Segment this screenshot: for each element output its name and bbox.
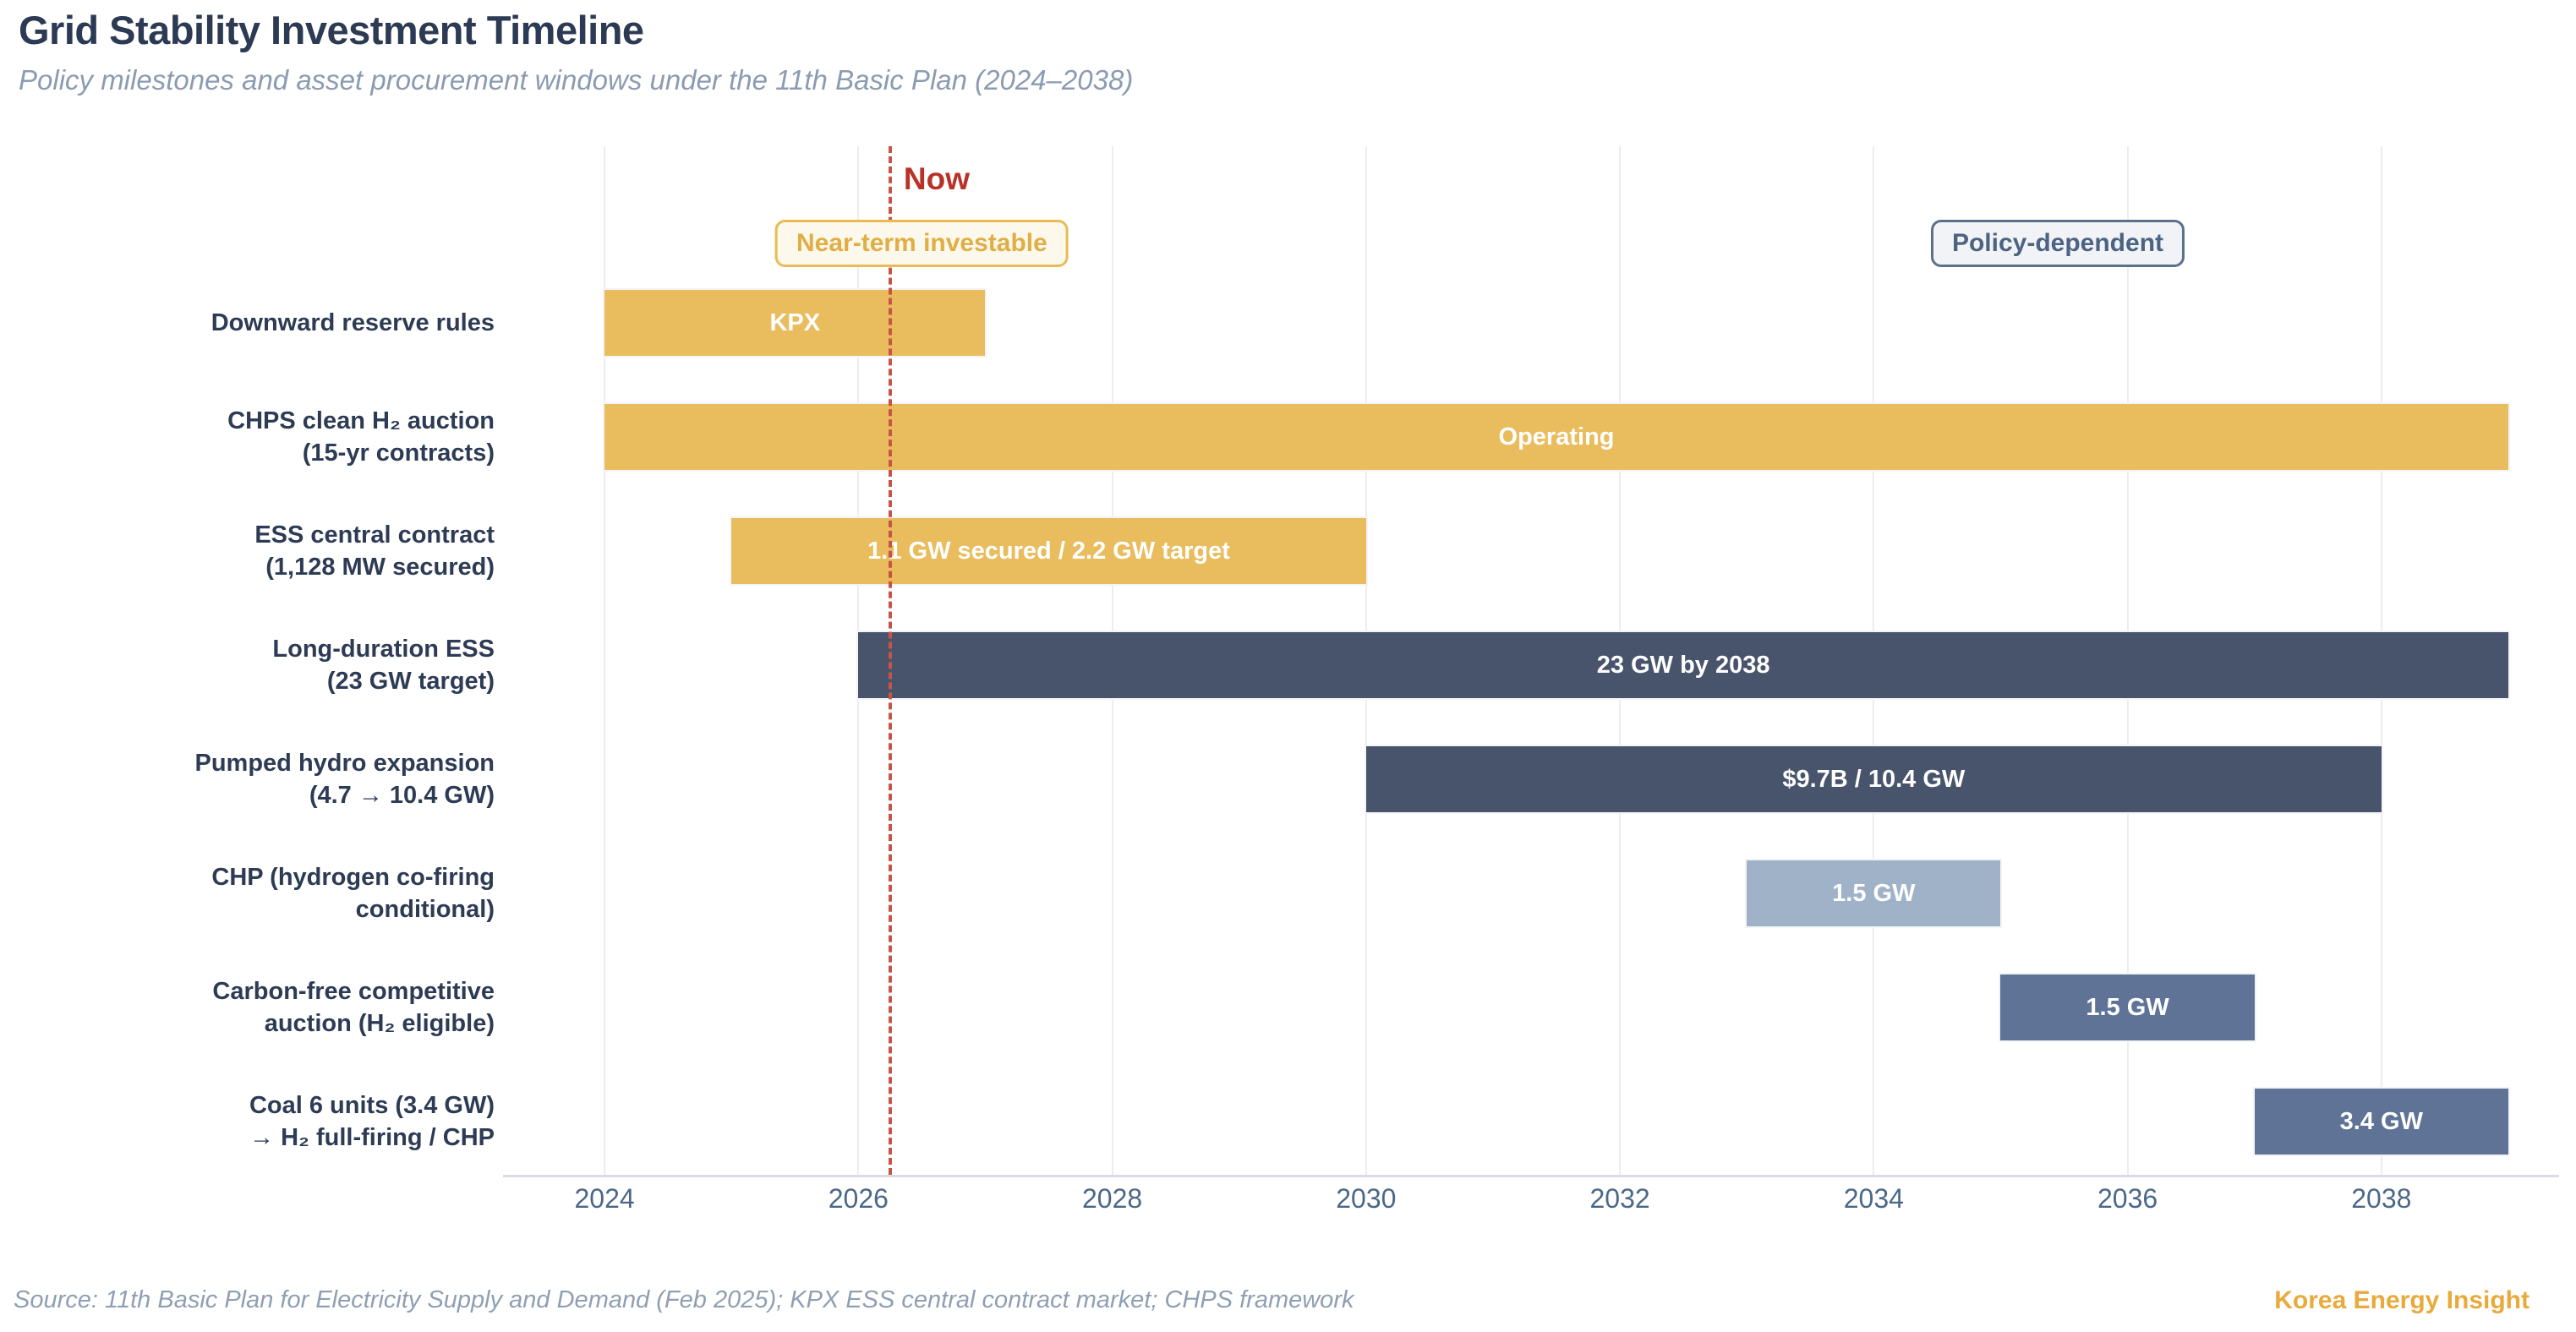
page-subtitle: Policy milestones and asset procurement … [19, 64, 1134, 96]
task-label: ESS central contract (1,128 MW secured) [254, 521, 495, 581]
task-label: Downward reserve rules [211, 309, 495, 336]
x-tick-label: 2038 [2351, 1183, 2412, 1214]
bar-value-label: $9.7B / 10.4 GW [1782, 765, 1966, 793]
x-tick-label: 2030 [1336, 1183, 1397, 1214]
group-badge-slate: Policy-dependent [1930, 220, 2185, 267]
now-label: Now [903, 161, 970, 196]
year-gridline [604, 146, 606, 1175]
x-tick-label: 2032 [1589, 1183, 1650, 1214]
now-marker-line [888, 146, 892, 1175]
bar-value-label: KPX [769, 308, 821, 336]
task-label: Pumped hydro expansion (4.7 → 10.4 GW) [194, 750, 495, 809]
task-bar: Operating [604, 404, 2508, 470]
task-label: CHP (hydrogen co-firing conditional) [211, 864, 495, 923]
x-tick-label: 2028 [1081, 1183, 1143, 1214]
group-badge-gold: Near-term investable [775, 220, 1069, 267]
task-bar: $9.7B / 10.4 GW [1365, 746, 2382, 812]
task-label: Long-duration ESS (23 GW target) [272, 636, 495, 695]
bar-value-label: 23 GW by 2038 [1596, 651, 1770, 679]
task-bar: 1.5 GW [1747, 860, 2001, 926]
task-bar: KPX [604, 290, 986, 356]
x-tick-label: 2024 [574, 1183, 635, 1214]
task-bar: 1.5 GW [2000, 974, 2255, 1040]
task-bar: 1.1 GW secured / 2.2 GW target [731, 518, 1366, 584]
bar-value-label: 1.1 GW secured / 2.2 GW target [867, 537, 1230, 565]
task-bar: 23 GW by 2038 [858, 632, 2508, 698]
bar-value-label: Operating [1498, 423, 1615, 450]
brand-label: Korea Energy Insight [2274, 1286, 2530, 1314]
x-axis-line [503, 1175, 2559, 1177]
bar-value-label: 1.5 GW [1832, 879, 1916, 907]
x-tick-label: 2036 [2097, 1183, 2158, 1214]
x-tick-label: 2034 [1843, 1183, 1904, 1214]
task-label: CHPS clean H₂ auction (15-yr contracts) [227, 407, 495, 467]
task-label: Coal 6 units (3.4 GW) → H₂ full-firing / … [249, 1092, 495, 1151]
bar-value-label: 3.4 GW [2339, 1107, 2423, 1135]
x-tick-label: 2026 [828, 1183, 889, 1214]
source-note: Source: 11th Basic Plan for Electricity … [14, 1286, 1354, 1313]
task-bar: 3.4 GW [2254, 1089, 2508, 1155]
page-title: Grid Stability Investment Timeline [19, 8, 644, 52]
task-label: Carbon-free competitive auction (H₂ eligi… [212, 978, 495, 1037]
bar-value-label: 1.5 GW [2086, 993, 2169, 1021]
